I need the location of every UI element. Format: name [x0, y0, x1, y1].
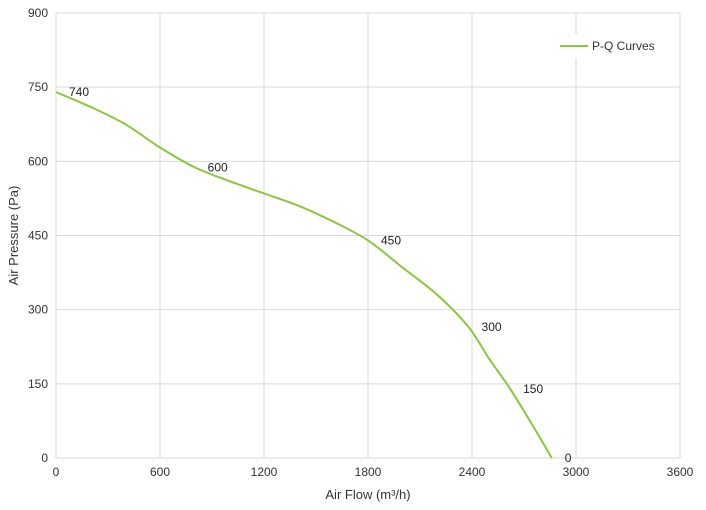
data-labels: 740 600 450 300 150 0	[69, 85, 572, 465]
x-tick-label: 3000	[563, 465, 590, 479]
y-tick-label: 0	[41, 451, 48, 465]
x-tick-label: 1800	[355, 465, 382, 479]
y-tick-label: 900	[28, 6, 48, 20]
y-tick-label: 300	[28, 303, 48, 317]
y-tick-label: 150	[28, 377, 48, 391]
data-label: 300	[482, 320, 502, 334]
series-line-pq-curves	[55, 91, 553, 459]
y-axis-title: Air Pressure (Pa)	[6, 186, 21, 286]
x-tick-label: 2400	[459, 465, 486, 479]
data-label: 600	[208, 160, 228, 174]
legend-label: P-Q Curves	[592, 39, 655, 53]
y-tick-label: 750	[28, 80, 48, 94]
legend: P-Q Curves	[554, 34, 674, 58]
series-layer	[55, 91, 553, 459]
x-axis-title: Air Flow (m³/h)	[325, 487, 410, 502]
y-tick-label: 600	[28, 154, 48, 168]
y-tick-label: 450	[28, 229, 48, 243]
x-tick-label: 0	[53, 465, 60, 479]
data-label: 740	[69, 85, 89, 99]
data-label: 150	[523, 382, 543, 396]
data-label: 450	[381, 233, 401, 247]
x-tick-label: 3600	[667, 465, 694, 479]
x-tick-label: 1200	[251, 465, 278, 479]
grid-lines	[55, 12, 681, 459]
data-label: 0	[565, 451, 572, 465]
axis-ticks: 0 600 1200 1800 2400 3000 36000150300450600750…	[28, 6, 694, 479]
x-tick-label: 600	[150, 465, 170, 479]
